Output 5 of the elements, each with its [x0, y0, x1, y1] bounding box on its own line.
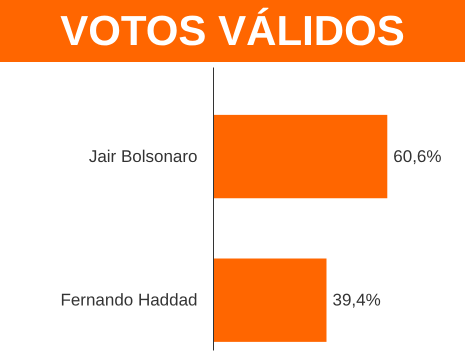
y-tick-label: Fernando Haddad: [60, 290, 198, 310]
y-tick-label: Jair Bolsonaro: [88, 147, 198, 166]
data-label: 60,6%: [393, 147, 442, 166]
data-label: 39,4%: [332, 290, 381, 310]
chart-title: VOTOS VÁLIDOS: [60, 6, 405, 56]
